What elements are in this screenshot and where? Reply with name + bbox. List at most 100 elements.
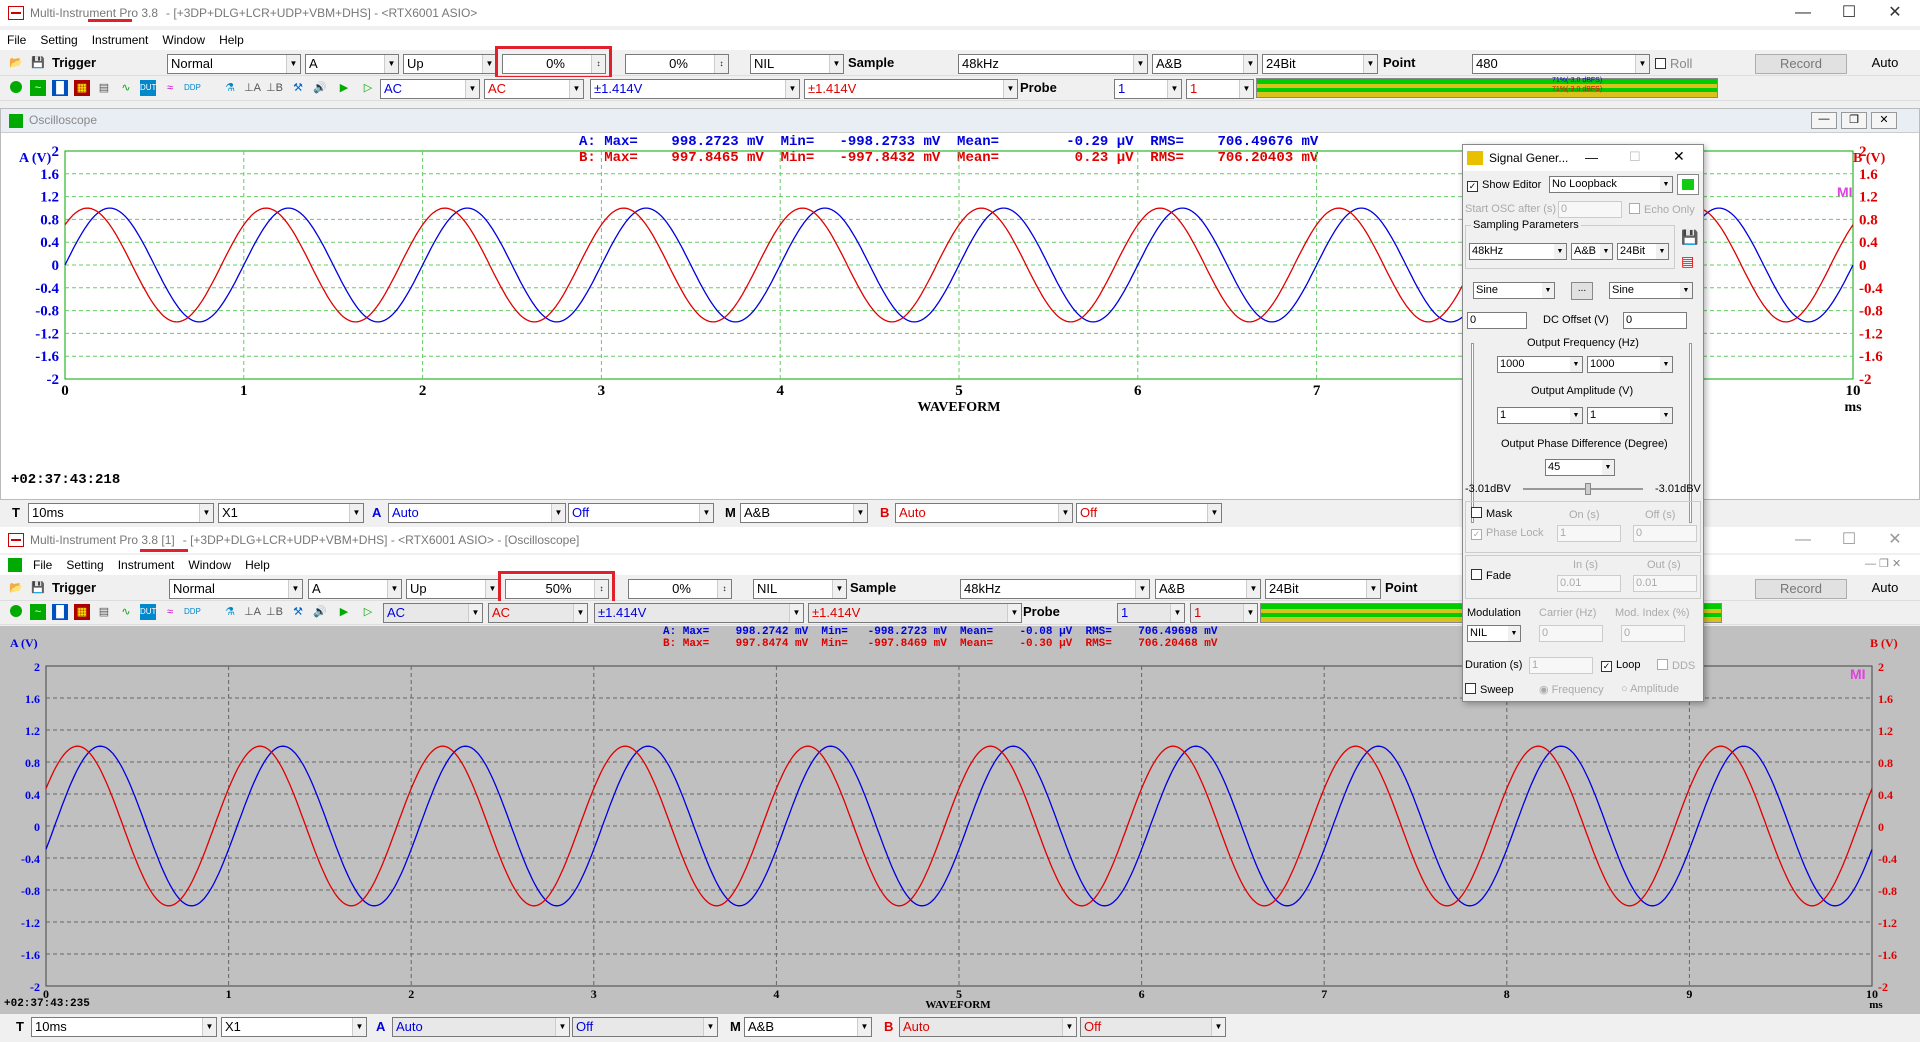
play-step-icon-2[interactable]: ▷	[363, 606, 373, 618]
menu2-instrument[interactable]: Instrument	[117, 558, 175, 572]
timebase-select[interactable]: 10ms ▼	[28, 503, 214, 523]
loopback-select[interactable]: No Loopback ▼	[1549, 176, 1673, 193]
oscilloscope-icon[interactable]: ~	[30, 80, 46, 96]
a-mode-select-2[interactable]: Auto ▼	[392, 1017, 570, 1037]
sweep-amplitude-radio[interactable]: ○ Amplitude	[1621, 683, 1680, 695]
point-select[interactable]: 480 ▼	[1472, 54, 1650, 74]
menu-window[interactable]: Window	[162, 33, 206, 47]
a-off-select[interactable]: Off ▼	[568, 503, 714, 523]
save-disk-icon-2[interactable]: 💾	[31, 582, 45, 594]
record-button-2[interactable]: Record	[1755, 579, 1847, 599]
sweep-frequency-radio[interactable]: ◉ Frequency	[1539, 684, 1604, 696]
amp-b-select[interactable]: 1 ▼	[1587, 407, 1673, 424]
wave-b-select[interactable]: Sine ▼	[1609, 282, 1693, 299]
oscilloscope-plot-2[interactable]: 0 1 2 3 4 5 6 7 8 9 102 21.6 1.61.2 1.20.8 0.80.4 0.40 0…	[0, 626, 1920, 1014]
ddp-icon[interactable]: DDP	[184, 83, 201, 92]
open-folder-icon-2[interactable]: 📂	[9, 582, 23, 594]
tools-icon[interactable]: ⚒	[293, 82, 303, 94]
freq-b-select[interactable]: 1000 ▼	[1587, 356, 1673, 373]
mask-off-input[interactable]: 0	[1633, 525, 1697, 542]
range-a-select[interactable]: ±1.414V ▼	[590, 79, 800, 99]
oscilloscope-icon-2[interactable]: ~	[30, 604, 46, 620]
amplitude-a-slider[interactable]	[1471, 343, 1474, 523]
range-b-select[interactable]: ±1.414V ▼	[804, 79, 1018, 99]
duration-input[interactable]: 1	[1529, 657, 1593, 674]
ddp-icon-2[interactable]: DDP	[184, 607, 201, 616]
menu2-window[interactable]: Window	[188, 558, 232, 572]
gen-rate-select[interactable]: 48kHz ▼	[1469, 243, 1567, 260]
speaker-icon-2[interactable]: 🔊	[313, 606, 327, 618]
trigger-edge-select-2[interactable]: Up ▼	[406, 579, 500, 599]
channels-select[interactable]: A&B ▼	[1152, 54, 1258, 74]
bits-select[interactable]: 24Bit ▼	[1262, 54, 1378, 74]
auto-button-2[interactable]: Auto	[1871, 580, 1899, 595]
b-off-select-2[interactable]: Off ▼	[1080, 1017, 1226, 1037]
multimeter-icon-2[interactable]: ▤	[98, 606, 110, 618]
cursor-b-icon-2[interactable]: ⊥B	[266, 606, 283, 618]
oscilloscope-plot-1[interactable]: 012345678910221.61.61.21.20.80.80.40.400…	[1, 135, 1919, 501]
phase-slider[interactable]	[1523, 483, 1643, 495]
spectrum-icon-2[interactable]: █	[52, 604, 68, 620]
maximize-button[interactable]: ☐	[1841, 4, 1857, 21]
b-mode-select-2[interactable]: Auto ▼	[899, 1017, 1077, 1037]
amp-a-select[interactable]: 1 ▼	[1497, 407, 1583, 424]
mask-checkbox[interactable]: Mask	[1471, 507, 1512, 520]
trigger-delay-spinner-2[interactable]: 0% ↕	[628, 579, 732, 599]
trigger-level-spinner-2[interactable]: 50% ↕	[505, 579, 609, 599]
roll-checkbox[interactable]: Roll	[1655, 56, 1692, 71]
zoom-select-2[interactable]: X1 ▼	[221, 1017, 367, 1037]
minimize-button-2[interactable]: —	[1795, 531, 1811, 548]
trigger-edge-select[interactable]: Up ▼	[403, 54, 497, 74]
menu-help[interactable]: Help	[219, 33, 244, 47]
speaker-icon[interactable]: 🔊	[313, 82, 327, 94]
menu2-setting[interactable]: Setting	[66, 558, 104, 572]
run-indicator-icon[interactable]	[10, 81, 22, 93]
menu-file[interactable]: File	[7, 33, 27, 47]
probe-b-select-2[interactable]: 1 ▼	[1190, 603, 1258, 623]
generator-power-button[interactable]	[1677, 174, 1699, 195]
timebase-select-2[interactable]: 10ms ▼	[31, 1017, 217, 1037]
mod-index-input[interactable]: 0	[1621, 625, 1685, 642]
child-window-buttons[interactable]: — ❐ ✕	[1865, 558, 1902, 570]
show-editor-checkbox[interactable]: ✓ Show Editor	[1467, 179, 1542, 192]
trigger-mode-select-2[interactable]: Normal ▼	[169, 579, 303, 599]
wave-a-select[interactable]: Sine ▼	[1473, 282, 1555, 299]
close-button-2[interactable]: ✕	[1888, 531, 1902, 548]
gen-bits-select[interactable]: 24Bit ▼	[1617, 243, 1669, 260]
a-mode-select[interactable]: Auto ▼	[388, 503, 566, 523]
coupling-b-select-2[interactable]: AC ▼	[488, 603, 588, 623]
sample-rate-select-2[interactable]: 48kHz ▼	[960, 579, 1150, 599]
flask-icon-2[interactable]: ⚗	[225, 606, 235, 618]
amplitude-b-slider[interactable]	[1689, 343, 1692, 523]
run-indicator-icon-2[interactable]	[10, 605, 22, 617]
zoom-select[interactable]: X1 ▼	[218, 503, 364, 523]
wave-link-button[interactable]: ...	[1571, 282, 1593, 300]
filter-icon-2[interactable]: ≈	[166, 606, 174, 618]
nil-select-2[interactable]: NIL ▼	[753, 579, 847, 599]
dds-checkbox[interactable]: DDS	[1657, 659, 1695, 672]
coupling-a-select-2[interactable]: AC ▼	[383, 603, 483, 623]
trigger-delay-spinner[interactable]: 0% ↕	[625, 54, 729, 74]
range-a-select-2[interactable]: ±1.414V ▼	[594, 603, 804, 623]
carrier-input[interactable]: 0	[1539, 625, 1603, 642]
channels-select-2[interactable]: A&B ▼	[1155, 579, 1261, 599]
maximize-button-2[interactable]: ☐	[1841, 531, 1857, 548]
trigger-channel-select[interactable]: A ▼	[305, 54, 399, 74]
phase-select[interactable]: 45 ▼	[1545, 459, 1615, 476]
freq-a-select[interactable]: 1000 ▼	[1497, 356, 1583, 373]
gen-table-icon[interactable]: ▤	[1681, 253, 1695, 269]
nil-select[interactable]: NIL ▼	[750, 54, 844, 74]
b-mode-select[interactable]: Auto ▼	[895, 503, 1073, 523]
play-icon-2[interactable]: ▶	[339, 606, 349, 618]
play-icon[interactable]: ▶	[339, 82, 349, 94]
start-osc-input[interactable]: 0	[1558, 201, 1622, 218]
range-b-select-2[interactable]: ±1.414V ▼	[808, 603, 1022, 623]
a-off-select-2[interactable]: Off ▼	[572, 1017, 718, 1037]
menu-setting[interactable]: Setting	[40, 33, 78, 47]
loop-checkbox[interactable]: ✓ Loop	[1601, 659, 1641, 672]
generator-close-button[interactable]: ✕	[1673, 148, 1685, 164]
dc-offset-a-input[interactable]: 0	[1467, 312, 1527, 329]
scope-minimize-button[interactable]: —	[1811, 112, 1837, 129]
trigger-level-spinner[interactable]: 0% ↕	[502, 54, 606, 74]
sweep-checkbox[interactable]: Sweep	[1465, 683, 1514, 696]
